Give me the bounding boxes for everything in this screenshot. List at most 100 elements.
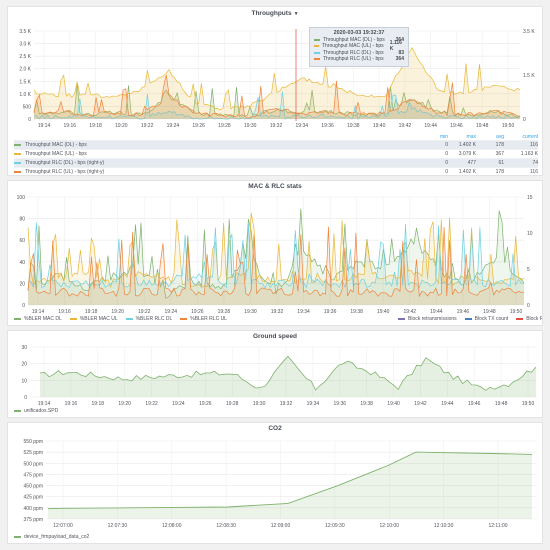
y-tick-label: 3.5 K [19, 29, 31, 35]
series-swatch [516, 318, 524, 320]
series-swatch [14, 162, 21, 164]
legend-row[interactable]: Throughput MAC (UL) - bps 0 3.079 K 367 1.16… [14, 149, 538, 158]
series-swatch [464, 318, 472, 320]
mac-rlc-title[interactable]: MAC & RLC stats [248, 183, 302, 190]
legend-col-max[interactable]: max [466, 133, 476, 140]
tooltip-row: Throughput RLC (UL) - bps 364 [314, 56, 404, 62]
y-tick-label: 375 ppm [24, 517, 43, 523]
legend-item[interactable]: %BLER MAC DL [14, 316, 62, 322]
legend-item[interactable]: device_frmpayload_data_co2 [14, 534, 89, 540]
mac-rlc-chart[interactable]: 100 80 60 40 20 0 15 10 5 0 19:14 19:16 19:18 19:20… [8, 189, 543, 314]
legend-item[interactable]: %BLER MAC UL [69, 316, 118, 322]
x-tick-label: 19:26 [192, 123, 205, 129]
x-tick-label: 19:24 [172, 401, 185, 407]
legend-col-avg[interactable]: avg [495, 133, 504, 140]
legend-max-value: 3.079 K [458, 151, 476, 157]
chevron-down-icon[interactable]: ▼ [293, 11, 299, 17]
x-tick-label: 19:48 [483, 309, 496, 314]
co2-legend: device_frmpayload_data_co2 [14, 534, 97, 540]
legend-item[interactable]: Block retransmissions [398, 316, 457, 322]
x-tick-label: 19:46 [450, 123, 463, 129]
y2-tick-label: 1.5 K [523, 73, 535, 79]
y-tick-label: 10 [21, 378, 27, 384]
series-swatch [314, 58, 320, 61]
x-tick-label: 19:32 [280, 401, 293, 407]
y-tick-label: 425 ppm [24, 495, 43, 501]
legend-item[interactable]: %BLER RLC UL [180, 316, 227, 322]
tooltip-series-value: 83 [398, 49, 404, 56]
y2-tick-label: 0 [523, 117, 526, 123]
series-area-4 [34, 75, 520, 119]
throughputs-title[interactable]: Throughputs ▼ [251, 10, 299, 17]
y-tick-label: 0 [28, 117, 31, 123]
legend-series-name: Throughput RLC (UL) - bps (right-y) [14, 169, 420, 175]
legend-row[interactable]: Throughput RLC (UL) - bps (right-y) 0 1.40… [14, 167, 538, 175]
series-swatch [14, 171, 21, 173]
series-swatch [14, 536, 21, 538]
series-swatch [14, 144, 21, 146]
co2-title[interactable]: CO2 [268, 425, 282, 432]
x-tick-label: 19:20 [118, 401, 131, 407]
x-tick-label: 19:18 [92, 401, 105, 407]
legend-series-label: Block RX count [526, 316, 542, 322]
tooltip-series-label: Throughput RLC (UL) - bps [323, 56, 384, 63]
y-tick-label: 2.0 K [19, 67, 31, 73]
series-area-3 [28, 222, 524, 305]
mac-rlc-panel: MAC & RLC stats 100 80 60 40 20 0 15 10 5 0 19:1… [7, 180, 543, 326]
series-line-4 [33, 74, 520, 119]
ground-speed-title[interactable]: Ground speed [252, 333, 298, 340]
legend-avg-value: 178 [495, 142, 504, 148]
legend-series-label: unificados.SPD [24, 408, 59, 414]
series-line-1 [39, 355, 537, 391]
ground-speed-legend: unificados.SPD [14, 408, 66, 414]
x-tick-label: 19:38 [360, 401, 373, 407]
x-tick-label: 12:09:00 [271, 523, 291, 529]
legend-row[interactable]: Throughput RLC (DL) - bps (right-y) 0 477 6… [14, 158, 538, 167]
legend-col-min[interactable]: min [439, 133, 448, 140]
x-tick-label: 19:38 [350, 309, 363, 314]
legend-item[interactable]: Block RX count [516, 316, 542, 322]
throughputs-legend-table: min max avg current Throughput MAC (DL) … [14, 133, 538, 175]
series-area-2 [34, 47, 520, 120]
legend-min-value: 0 [445, 142, 448, 148]
co2-chart[interactable]: 550 ppm 525 ppm 500 ppm 475 ppm 450 ppm 425 p… [8, 431, 543, 535]
x-tick-label: 19:28 [218, 309, 231, 314]
y-tick-label: 80 [19, 217, 25, 223]
series-swatch [314, 45, 319, 48]
legend-min-value: 0 [445, 160, 448, 166]
y-tick-label: 60 [19, 238, 25, 244]
x-tick-label: 19:40 [387, 401, 400, 407]
x-tick-label: 19:44 [424, 123, 437, 129]
y-tick-label: 525 ppm [24, 450, 43, 456]
legend-series-name: Throughput MAC (DL) - bps [14, 142, 420, 148]
legend-row[interactable]: Throughput MAC (DL) - bps 0 1.402 K 178 116 [14, 140, 538, 149]
x-tick-label: 19:30 [244, 123, 257, 129]
legend-series-label: Block TX count [474, 316, 509, 322]
x-tick-label: 19:24 [165, 309, 178, 314]
tooltip-row: Throughput MAC (DL) - bps 364 [314, 37, 404, 43]
legend-col-current[interactable]: current [522, 133, 538, 140]
throughputs-panel: Throughputs ▼ 3.5 K 3.0 K 2.5 K 2.0 K 1.5 K 1.… [7, 6, 543, 176]
series-line-1 [47, 451, 533, 510]
y-tick-label: 400 ppm [24, 506, 43, 512]
legend-avg-value: 367 [495, 151, 504, 157]
legend-item[interactable]: unificados.SPD [14, 408, 58, 414]
legend-item[interactable]: Block TX count [464, 316, 509, 322]
legend-max-value: 1.402 K [458, 142, 476, 148]
tooltip-series-label: Throughput MAC (DL) - bps [323, 37, 385, 44]
legend-series-label: %BLER MAC UL [79, 316, 118, 322]
tooltip-series-label: Throughput RLC (DL) - bps [323, 49, 384, 56]
legend-series-label: %BLER MAC DL [24, 316, 62, 322]
ground-speed-chart[interactable]: 30 20 10 0 19:14 19:16 19:18 19:20 19:22 19:24 19… [8, 339, 543, 411]
series-swatch [14, 153, 21, 155]
tooltip-time: 2020-03-03 19:32:37 [333, 30, 385, 36]
y-tick-label: 20 [21, 362, 27, 368]
series-line-4 [27, 226, 525, 298]
series-line-3 [27, 222, 525, 289]
legend-max-value: 477 [467, 160, 476, 166]
y-tick-label: 3.0 K [19, 42, 31, 48]
y-tick-label: 1.5 K [19, 79, 31, 85]
legend-item[interactable]: %BLER RLC DL [125, 316, 172, 322]
legend-series-name: Throughput RLC (DL) - bps (right-y) [14, 160, 420, 166]
throughputs-chart[interactable]: 3.5 K 3.0 K 2.5 K 2.0 K 1.5 K 1.0 K 500 0 3.5 K… [8, 19, 543, 145]
